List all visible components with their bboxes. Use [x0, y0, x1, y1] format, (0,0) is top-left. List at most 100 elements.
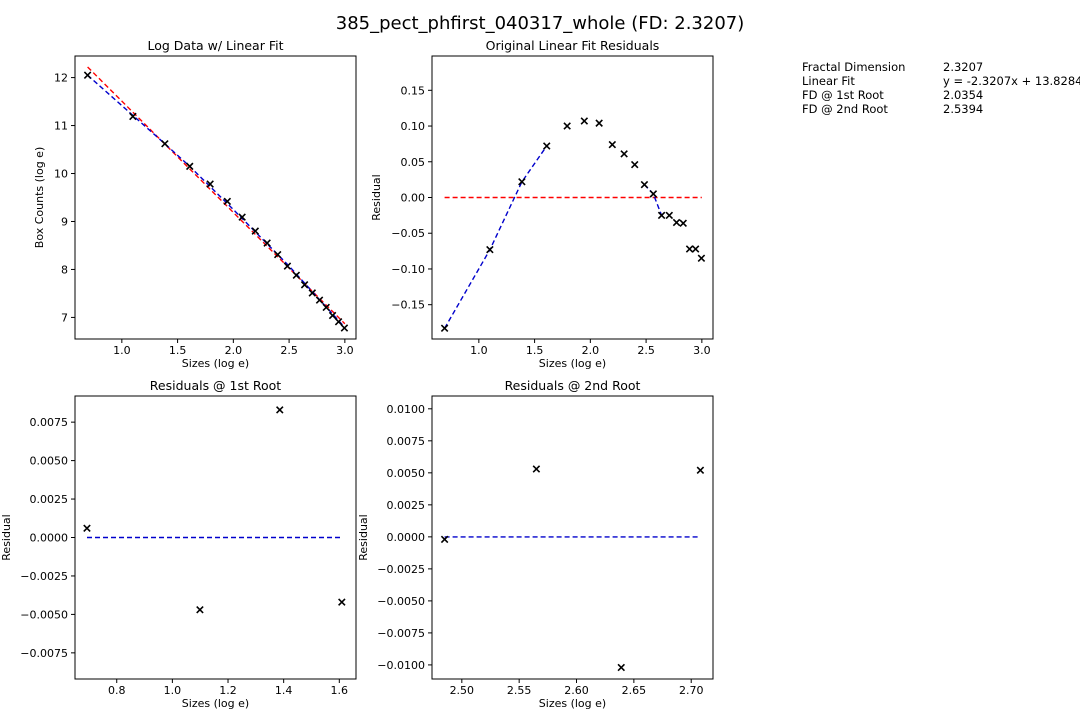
y-tick-label: 0.0075	[387, 435, 426, 448]
y-tick-label: 10	[54, 168, 68, 181]
y-axis-label: Residual	[370, 174, 383, 220]
data-point	[283, 262, 292, 270]
data-point	[532, 465, 541, 473]
x-axis-label: Sizes (log e)	[182, 697, 249, 710]
data-point	[196, 606, 204, 614]
data-point	[129, 112, 137, 121]
data-point	[238, 213, 246, 221]
data-point	[630, 160, 639, 169]
data-point	[340, 324, 349, 332]
info-label-fractal-dimension: Fractal Dimension	[802, 60, 905, 74]
y-tick-label: −0.10	[391, 263, 425, 276]
plot-frame	[431, 395, 714, 680]
data-point	[263, 239, 271, 247]
data-point	[308, 289, 317, 297]
data-point	[620, 150, 628, 158]
y-axis-label: Residual	[0, 514, 13, 560]
chart-res-1st-root: Residuals @ 1st Root 0.8 1.0 1.2 1.4 1.6 0.007…	[0, 378, 357, 710]
chart-title: Residuals @ 2nd Root	[505, 378, 641, 393]
x-tick-label: 3.0	[336, 344, 354, 357]
x-tick-label: 2.60	[564, 684, 589, 697]
data-point	[440, 535, 449, 544]
data-point	[672, 218, 681, 227]
x-tick-label: 2.50	[450, 684, 475, 697]
x-tick-label: 1.2	[219, 684, 237, 697]
x-tick-label: 2.0	[582, 344, 600, 357]
chart-log-data: Log Data w/ Linear Fit 1.0 1.5 2.0 2.5 3.0 7 8 9…	[33, 38, 357, 370]
y-tick-label: 11	[54, 120, 68, 133]
series-line-2	[643, 184, 663, 216]
data-point	[691, 245, 700, 253]
x-tick-label: 1.0	[113, 344, 131, 357]
x-tick-label: 1.5	[169, 344, 187, 357]
info-value-linear-fit: y = -2.3207x + 13.8284	[943, 74, 1080, 88]
data-point	[665, 211, 674, 220]
data-point	[273, 250, 282, 259]
x-axis-label: Sizes (log e)	[539, 357, 606, 370]
data-point	[440, 324, 449, 333]
info-label-fd-2nd-root: FD @ 2nd Root	[802, 102, 888, 116]
data-point	[292, 271, 301, 279]
figure-title: 385_pect_phfirst_040317_whole (FD: 2.320…	[336, 13, 745, 34]
info-value-fd-1st-root: 2.0354	[943, 88, 983, 102]
chart-title: Residuals @ 1st Root	[150, 378, 282, 393]
y-tick-label: −0.0050	[377, 595, 425, 608]
x-tick-label: 2.65	[622, 684, 647, 697]
y-tick-label: 8	[61, 263, 68, 276]
x-tick-label: 1.4	[275, 684, 293, 697]
data-point	[608, 140, 617, 149]
y-tick-label: −0.05	[391, 227, 425, 240]
data-point	[697, 254, 706, 263]
x-tick-label: 2.55	[507, 684, 532, 697]
data-point	[542, 142, 551, 150]
y-tick-label: −0.0075	[377, 627, 425, 640]
data-point	[223, 197, 232, 206]
x-tick-label: 2.5	[280, 344, 298, 357]
y-tick-label: 0.0050	[30, 455, 69, 468]
y-tick-label: 12	[54, 72, 68, 85]
x-tick-label: 2.0	[225, 344, 243, 357]
data-point	[328, 311, 337, 320]
data-point	[649, 190, 658, 198]
data-point	[334, 317, 343, 326]
data-point	[83, 71, 92, 79]
y-tick-label: −0.15	[391, 299, 425, 312]
info-value-fractal-dimension: 2.3207	[943, 60, 983, 74]
y-tick-label: 0.0000	[387, 531, 426, 544]
data-point	[161, 140, 169, 148]
data-point	[696, 466, 705, 475]
x-axis-label: Sizes (log e)	[539, 697, 606, 710]
y-tick-label: −0.0075	[20, 647, 68, 660]
x-tick-label: 1.5	[526, 344, 544, 357]
y-tick-label: 0.0025	[30, 493, 69, 506]
y-tick-label: 0.15	[401, 84, 426, 97]
chart-res-2nd-root: Residuals @ 2nd Root 2.50 2.55 2.60 2.65 2.70…	[357, 378, 714, 710]
data-point	[657, 211, 666, 220]
series-line-1	[87, 74, 345, 328]
y-tick-label: 0.0050	[387, 467, 426, 480]
data-point	[251, 227, 260, 235]
y-tick-label: 7	[61, 311, 68, 324]
plot-frame	[74, 55, 357, 340]
y-axis-label: Box Counts (log e)	[33, 147, 46, 248]
info-panel: Fractal Dimension 2.3207 Linear Fit y = …	[802, 60, 1080, 116]
info-value-fd-2nd-root: 2.5394	[943, 102, 983, 116]
y-tick-label: 0.10	[401, 120, 426, 133]
x-tick-label: 1.0	[164, 684, 182, 697]
info-label-linear-fit: Linear Fit	[802, 74, 855, 88]
data-point	[595, 119, 603, 127]
data-point	[322, 303, 330, 312]
y-axis-label: Residual	[357, 514, 370, 560]
data-point	[315, 296, 324, 304]
y-tick-label: −0.0025	[377, 563, 425, 576]
y-tick-label: −0.0050	[20, 608, 68, 621]
x-tick-label: 2.5	[637, 344, 655, 357]
y-tick-label: 0.0100	[387, 403, 426, 416]
data-point	[580, 117, 589, 125]
series-line-1	[443, 145, 548, 329]
data-point	[679, 219, 687, 227]
data-point	[617, 663, 626, 672]
data-point	[83, 524, 91, 533]
chart-title: Log Data w/ Linear Fit	[147, 38, 283, 53]
